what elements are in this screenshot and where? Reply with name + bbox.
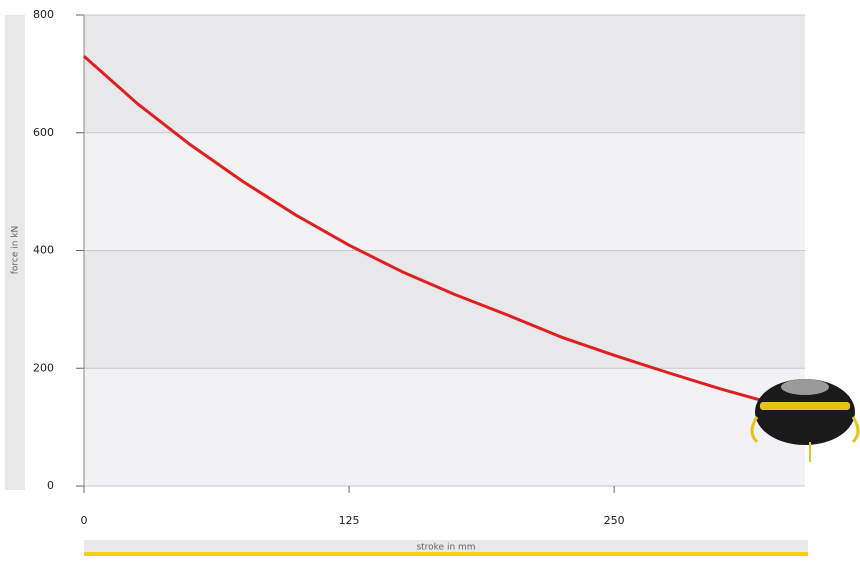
- x-label-panel: [84, 540, 808, 552]
- plot: 0 200 400 600 800 0 125 250: [33, 8, 805, 527]
- y-tick-label: 600: [33, 126, 54, 139]
- y-label-panel: [5, 15, 25, 490]
- line: [83, 55, 761, 402]
- y-axis-label: force in kN: [11, 226, 21, 275]
- band: [84, 132, 805, 251]
- y-tick-label: 400: [33, 244, 54, 257]
- x-tick-label: 250: [604, 514, 625, 527]
- y-tick-label: 200: [33, 361, 54, 374]
- accent-bar: [84, 552, 808, 556]
- band: [84, 250, 805, 369]
- y-tick-label: 0: [47, 479, 54, 492]
- band: [84, 15, 805, 133]
- x-tick-label: 125: [339, 514, 360, 527]
- band: [84, 368, 805, 486]
- product-image: [750, 379, 860, 462]
- y-tick-label: 800: [33, 8, 54, 21]
- x-axis-label: stroke in mm: [416, 543, 475, 553]
- x-tick-label: 0: [81, 514, 88, 527]
